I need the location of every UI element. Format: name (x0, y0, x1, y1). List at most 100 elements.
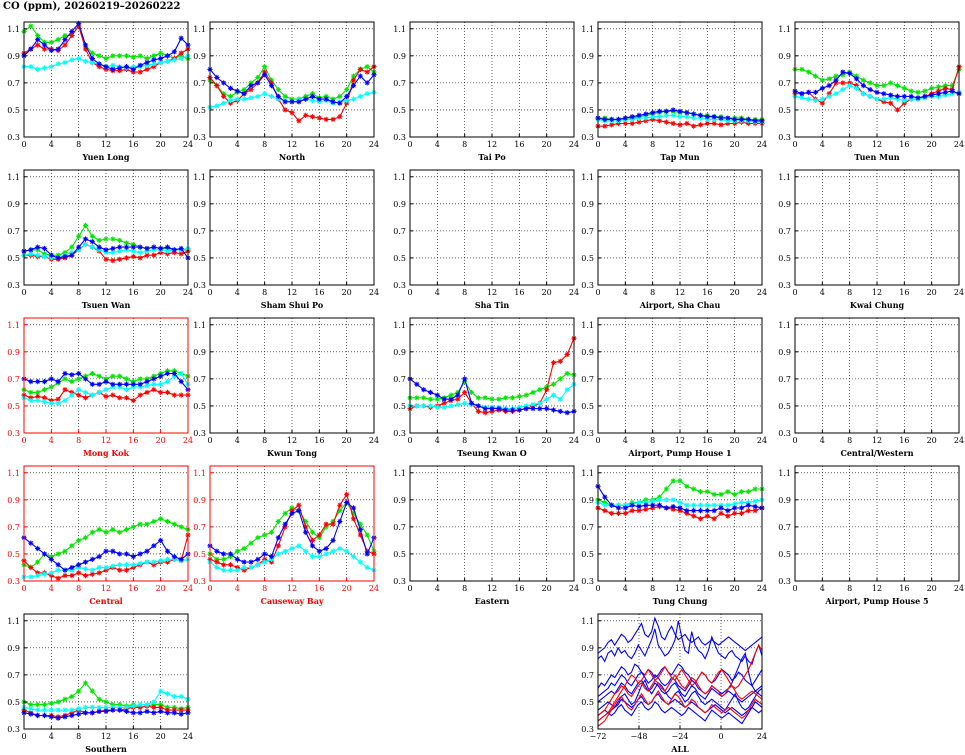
data-point (725, 513, 731, 519)
data-point (144, 252, 150, 258)
y-tick-label: 0.3 (193, 429, 206, 438)
data-point (908, 88, 914, 94)
x-tick-label: 20 (542, 288, 552, 297)
data-point (745, 120, 751, 127)
data-point (316, 554, 322, 560)
data-point (48, 707, 54, 713)
x-tick-label: 0 (207, 288, 212, 297)
data-point (130, 66, 136, 72)
y-tick-label: 0.3 (7, 281, 20, 290)
data-point (289, 110, 295, 116)
data-point (137, 249, 143, 256)
data-point (650, 502, 656, 508)
data-point (935, 88, 942, 94)
x-tick-label: 24 (757, 732, 767, 741)
data-point (615, 116, 622, 123)
data-point (421, 395, 427, 401)
data-point (28, 247, 34, 253)
data-point (69, 710, 75, 716)
data-point (364, 64, 370, 70)
data-point (117, 256, 123, 262)
data-point (110, 249, 116, 256)
y-tick-label: 0.9 (393, 52, 406, 61)
data-point (316, 96, 322, 102)
data-point (103, 564, 109, 571)
data-point (103, 704, 109, 710)
data-point (227, 554, 234, 560)
data-point (171, 693, 177, 700)
data-point (935, 93, 942, 100)
data-point (69, 543, 75, 549)
data-point (806, 89, 812, 95)
y-tick-label: 0.7 (7, 671, 20, 680)
x-tick-label: 12 (675, 436, 685, 445)
y-tick-label: 1.1 (778, 469, 791, 478)
data-point (41, 245, 48, 252)
x-tick-label: 16 (514, 140, 524, 149)
y-tick-label: 0.9 (581, 200, 594, 209)
data-point (901, 85, 907, 91)
data-point (330, 96, 336, 102)
y-tick-label: 1.1 (393, 173, 406, 182)
data-point (89, 244, 95, 250)
data-point (82, 710, 89, 716)
panel-tsuen-wan: 0.3 0.5 0.7 0.9 1.1 0 4 8 12 16 20 24 Tsuen Wan (7, 169, 193, 310)
x-tick-label: 0 (718, 732, 723, 741)
data-point (316, 535, 322, 541)
data-point (110, 373, 116, 379)
data-point (227, 85, 234, 91)
data-point (357, 93, 363, 100)
series-line-1 (595, 116, 765, 129)
data-point (337, 518, 343, 525)
data-point (41, 65, 48, 71)
data-point (76, 244, 82, 250)
data-point (41, 378, 48, 385)
data-point (103, 236, 109, 242)
x-tick-label: 24 (369, 436, 379, 445)
data-point (151, 559, 157, 565)
x-tick-label: 0 (21, 140, 26, 149)
data-point (725, 508, 731, 514)
data-point (602, 494, 608, 500)
data-point (289, 508, 295, 514)
data-point (888, 100, 894, 106)
data-point (82, 389, 89, 396)
x-tick-label: 24 (183, 584, 193, 593)
data-point (158, 373, 164, 379)
data-point (806, 96, 812, 102)
data-point (89, 50, 95, 56)
data-point (41, 46, 48, 52)
data-point (151, 699, 157, 705)
data-point (697, 122, 704, 128)
data-point (691, 123, 697, 129)
data-point (881, 91, 887, 97)
data-point (622, 505, 628, 511)
data-point (76, 711, 82, 717)
data-point (732, 116, 738, 123)
data-point (35, 397, 41, 404)
data-point (62, 42, 68, 48)
data-point (853, 85, 860, 91)
data-point (550, 381, 557, 387)
x-tick-label: 12 (675, 140, 685, 149)
data-point (96, 61, 102, 67)
x-tick-label: 16 (314, 436, 324, 445)
y-tick-label: 1.1 (193, 25, 206, 34)
data-point (76, 570, 82, 576)
x-tick-label: 12 (287, 436, 297, 445)
data-point (268, 77, 275, 83)
data-point (684, 114, 690, 120)
data-point (602, 123, 608, 129)
data-point (303, 548, 309, 554)
data-point (840, 72, 846, 78)
x-tick-label: 16 (899, 436, 909, 445)
data-point (130, 241, 136, 248)
series-line-7 (597, 679, 763, 722)
data-point (221, 93, 227, 100)
x-tick-label: 0 (792, 436, 797, 445)
data-point (48, 255, 54, 261)
data-point (137, 560, 143, 567)
data-point (214, 556, 220, 562)
data-point (28, 397, 34, 404)
data-point (718, 510, 724, 516)
